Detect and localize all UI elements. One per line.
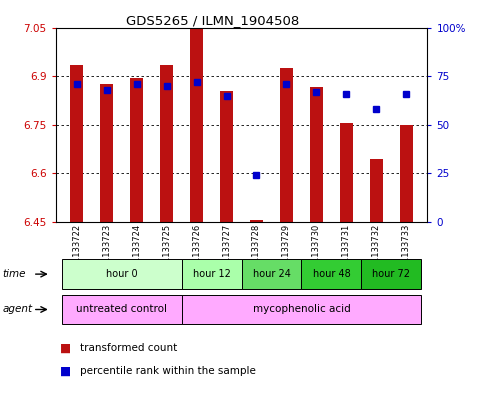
Text: hour 0: hour 0 [106,269,137,279]
Text: ■: ■ [60,365,71,378]
Bar [100,84,114,222]
Text: hour 72: hour 72 [372,269,411,279]
Text: hour 48: hour 48 [313,269,350,279]
Text: time: time [2,269,26,279]
Bar [160,65,173,222]
Text: mycophenolic acid: mycophenolic acid [253,305,350,314]
Text: agent: agent [2,305,32,314]
Bar [340,123,353,222]
Bar [220,91,233,222]
Bar [130,78,143,222]
Text: percentile rank within the sample: percentile rank within the sample [80,366,256,376]
Text: transformed count: transformed count [80,343,177,353]
Text: untreated control: untreated control [76,305,167,314]
Bar [310,88,323,222]
Bar [250,220,263,222]
Text: ■: ■ [60,341,71,354]
Text: hour 12: hour 12 [193,269,230,279]
Bar [400,125,413,222]
Text: hour 24: hour 24 [253,269,290,279]
Text: GDS5265 / ILMN_1904508: GDS5265 / ILMN_1904508 [126,14,299,27]
Bar [280,68,293,222]
Bar [190,29,203,222]
Bar [369,159,383,222]
Bar [70,65,83,222]
